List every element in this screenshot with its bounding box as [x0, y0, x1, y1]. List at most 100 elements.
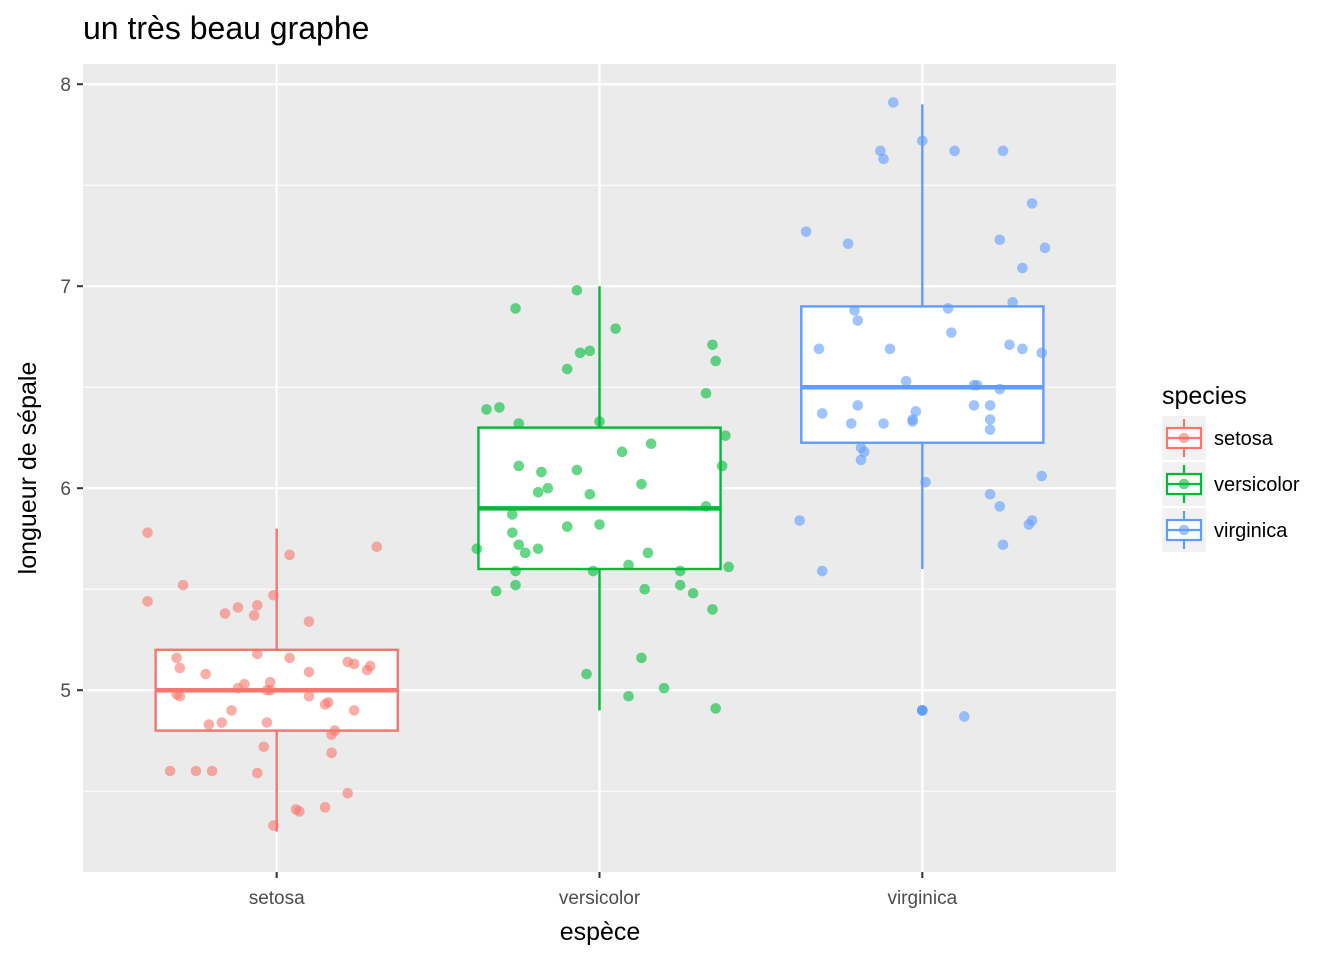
data-point	[636, 478, 647, 490]
data-point	[323, 697, 334, 708]
data-point	[794, 515, 805, 526]
data-point	[174, 690, 186, 702]
data-point	[610, 323, 621, 334]
data-point	[190, 765, 202, 777]
data-point	[674, 565, 686, 577]
data-point	[907, 414, 918, 425]
data-point	[252, 600, 263, 611]
data-point	[261, 717, 273, 728]
data-point	[723, 561, 734, 573]
data-point	[800, 226, 812, 237]
data-point	[284, 549, 295, 561]
data-point	[968, 400, 980, 411]
data-point	[700, 501, 712, 512]
data-point	[164, 765, 176, 777]
x-tick-label: setosa	[249, 888, 305, 909]
x-tick-label: virginica	[887, 888, 957, 909]
data-point	[171, 652, 182, 664]
data-point	[142, 527, 153, 538]
data-point	[507, 509, 518, 520]
data-point	[658, 682, 670, 694]
data-point	[329, 725, 341, 736]
data-point	[946, 327, 957, 338]
data-point	[203, 719, 215, 730]
y-tick-label: 5	[60, 681, 71, 702]
data-point	[642, 547, 654, 559]
data-point	[258, 741, 270, 753]
data-point	[303, 616, 315, 627]
data-point	[248, 610, 260, 621]
y-tick-label: 6	[60, 479, 71, 500]
data-point	[365, 660, 376, 672]
data-point	[674, 579, 686, 591]
data-point	[542, 482, 554, 494]
data-point	[348, 658, 360, 670]
data-point	[1039, 242, 1051, 254]
data-point	[858, 446, 870, 458]
data-point	[232, 602, 244, 613]
data-point	[594, 519, 605, 530]
data-point	[687, 587, 699, 599]
data-point	[852, 400, 864, 411]
data-point	[900, 375, 912, 387]
data-point	[264, 676, 276, 688]
y-tick-label: 8	[60, 75, 71, 96]
data-point	[623, 690, 634, 702]
legend: species setosa versicolor virginica	[1162, 382, 1300, 552]
legend-title: species	[1162, 382, 1247, 410]
data-point	[177, 579, 189, 591]
data-point	[720, 430, 731, 441]
data-point	[884, 343, 896, 355]
legend-label: versicolor	[1214, 474, 1300, 496]
data-point	[319, 802, 331, 813]
data-point	[984, 424, 996, 435]
data-point	[845, 418, 857, 429]
data-point	[1026, 198, 1038, 209]
data-point	[219, 608, 231, 619]
data-point	[917, 705, 928, 716]
data-point	[994, 501, 1006, 512]
x-tick-label: versicolor	[559, 888, 641, 909]
x-axis-title: espèce	[560, 918, 641, 946]
data-point	[587, 565, 599, 577]
data-point	[639, 583, 650, 595]
data-point	[142, 596, 153, 607]
data-point	[878, 418, 889, 429]
data-point	[707, 339, 718, 351]
data-point	[994, 234, 1006, 246]
data-point	[594, 416, 605, 427]
data-point	[875, 145, 886, 157]
data-point	[293, 806, 305, 817]
data-point	[1004, 339, 1015, 351]
data-point	[949, 145, 960, 157]
data-point	[348, 705, 360, 716]
data-point	[997, 539, 1009, 551]
data-point	[636, 652, 647, 664]
data-point	[226, 705, 237, 716]
data-point	[206, 765, 218, 777]
legend-label: setosa	[1214, 428, 1274, 450]
data-point	[942, 303, 954, 314]
data-point	[971, 379, 983, 391]
axes: 5 6 7 8 setosa versicolor virginica	[60, 75, 957, 909]
data-point	[510, 565, 521, 577]
data-point	[216, 717, 228, 728]
data-point	[1036, 347, 1048, 359]
data-point	[616, 446, 628, 458]
data-point	[910, 406, 922, 417]
data-point	[849, 305, 860, 316]
data-point	[994, 383, 1006, 395]
points-versicolor	[471, 284, 734, 714]
data-point	[716, 460, 728, 472]
data-point	[852, 315, 864, 326]
data-point	[920, 476, 931, 488]
data-point	[532, 486, 544, 498]
data-point	[561, 363, 573, 375]
data-point	[510, 303, 521, 314]
data-point	[1017, 262, 1028, 274]
data-point	[816, 408, 828, 419]
data-point	[471, 543, 483, 555]
data-point	[174, 662, 186, 674]
data-point	[855, 454, 867, 466]
data-point	[842, 238, 854, 250]
